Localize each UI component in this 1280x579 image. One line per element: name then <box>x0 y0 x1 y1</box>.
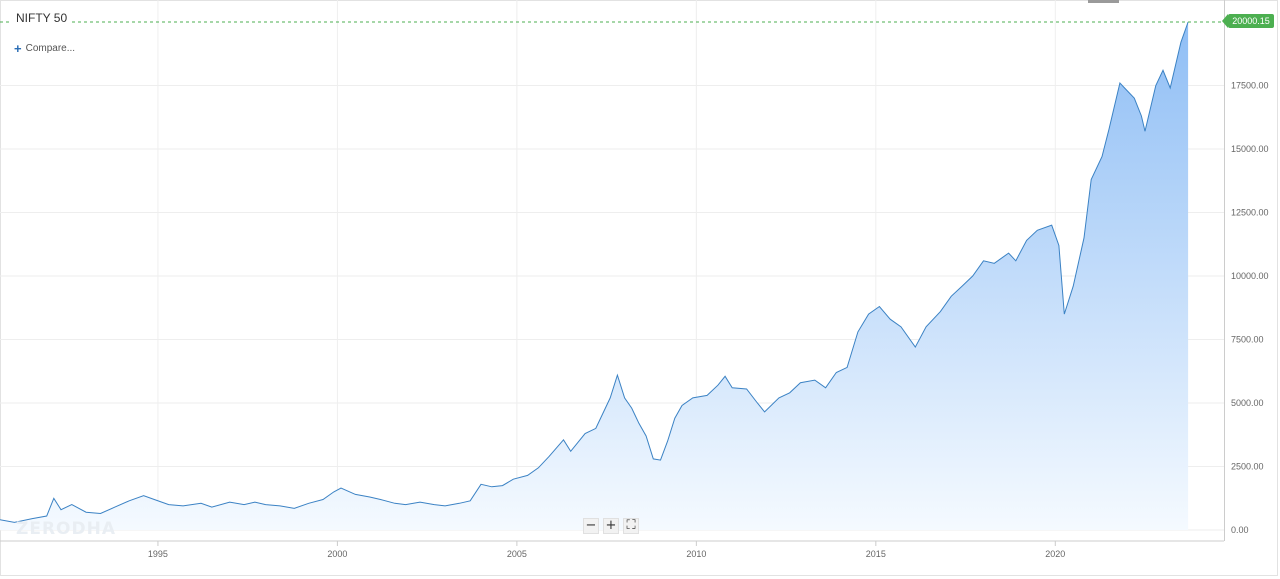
y-tick-label: 12500.00 <box>1231 208 1269 218</box>
y-tick-label: 2500.00 <box>1231 462 1264 472</box>
last-price-badge: 20000.15 <box>1228 14 1274 28</box>
instrument-title: NIFTY 50 <box>12 9 72 27</box>
x-axis-ticks: 1995 2000 2005 2010 2015 2020 <box>148 541 1065 559</box>
x-tick-label: 2000 <box>327 549 347 559</box>
y-tick-label: 5000.00 <box>1231 398 1264 408</box>
y-tick-label: 0.00 <box>1231 525 1249 535</box>
resize-handle[interactable] <box>1088 0 1119 3</box>
compare-label: Compare... <box>25 43 76 54</box>
x-tick-label: 2005 <box>507 549 527 559</box>
area-fill <box>0 22 1189 530</box>
last-price-pointer <box>1222 14 1228 28</box>
y-tick-label: 17500.00 <box>1231 81 1269 91</box>
zoom-controls: − + ⛶ <box>583 518 639 534</box>
x-tick-label: 2020 <box>1045 549 1065 559</box>
zoom-out-button[interactable]: − <box>583 518 599 534</box>
x-tick-label: 2010 <box>686 549 706 559</box>
plus-icon: + <box>14 40 22 56</box>
compare-button[interactable]: + Compare... <box>14 40 76 56</box>
price-line <box>0 21 1189 523</box>
y-axis-ticks: 0.00 2500.00 5000.00 7500.00 10000.00 12500.0… <box>1231 81 1269 536</box>
zoom-in-button[interactable]: + <box>603 518 619 534</box>
watermark-logo: ZERODHA <box>16 519 116 539</box>
fullscreen-button[interactable]: ⛶ <box>623 518 639 534</box>
y-tick-label: 10000.00 <box>1231 271 1269 281</box>
x-tick-label: 2015 <box>866 549 886 559</box>
y-tick-label: 7500.00 <box>1231 335 1264 345</box>
x-tick-label: 1995 <box>148 549 168 559</box>
y-tick-label: 15000.00 <box>1231 144 1269 154</box>
